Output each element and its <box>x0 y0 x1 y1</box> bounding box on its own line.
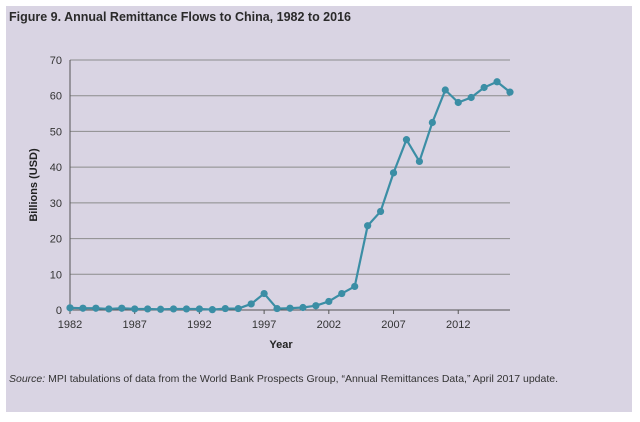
data-point-2003 <box>338 289 346 298</box>
y-tick-label: 10 <box>50 269 62 281</box>
data-point-1995 <box>234 304 242 313</box>
series-line <box>69 80 511 311</box>
x-tick-label: 1982 <box>58 319 82 331</box>
x-tick-label: 2002 <box>317 319 341 331</box>
y-tick-label: 40 <box>50 162 62 174</box>
data-point-1984 <box>92 304 100 312</box>
data-point-2004 <box>351 282 359 291</box>
data-point-1985 <box>105 305 113 313</box>
x-tick-label: 2007 <box>381 319 405 331</box>
y-tick-label: 0 <box>56 305 62 317</box>
data-point-2014 <box>480 83 488 92</box>
source-label: Source: <box>9 373 46 385</box>
data-point-1998 <box>273 304 281 313</box>
x-tick-label: 1987 <box>122 319 146 331</box>
data-point-2009 <box>415 157 424 166</box>
x-axis-title: Year <box>269 339 293 351</box>
data-point-2007 <box>389 169 398 177</box>
data-point-2008 <box>402 136 411 144</box>
data-point-2006 <box>376 207 385 216</box>
y-tick-label: 60 <box>50 91 62 103</box>
y-tick-label: 20 <box>50 234 62 246</box>
data-point-1993 <box>208 306 216 314</box>
data-point-1996 <box>247 300 255 308</box>
data-point-1992 <box>195 305 204 313</box>
data-point-2016 <box>506 88 514 96</box>
data-point-2002 <box>325 297 333 306</box>
figure-panel <box>6 6 632 412</box>
data-point-1983 <box>79 304 87 312</box>
data-point-1989 <box>156 305 165 313</box>
y-tick-label: 50 <box>50 126 62 138</box>
data-point-2015 <box>493 78 501 86</box>
y-tick-label: 30 <box>50 198 62 210</box>
x-tick-label: 2012 <box>446 319 470 331</box>
data-point-2001 <box>312 302 320 310</box>
grid-lines <box>70 59 510 275</box>
source-note: Source: MPI tabulations of data from the… <box>9 373 558 385</box>
data-point-2011 <box>441 86 449 94</box>
data-point-1994 <box>221 304 229 313</box>
y-tick-label: 70 <box>50 55 62 67</box>
y-axis-ticks: 0 10 20 30 40 50 60 70 <box>50 55 62 317</box>
data-point-1988 <box>144 305 152 313</box>
figure-title: Figure 9. Annual Remittance Flows to Chi… <box>9 10 351 24</box>
data-point-1990 <box>169 305 178 313</box>
data-point-2010 <box>428 118 436 127</box>
data-point-1999 <box>286 304 294 312</box>
y-axis-title: Billions (USD) <box>28 148 40 222</box>
data-point-1986 <box>118 304 126 312</box>
data-point-1987 <box>131 305 139 313</box>
data-point-2013 <box>467 93 475 102</box>
x-axis-ticks: 1982 1987 1992 1997 2002 2007 2012 <box>58 310 470 331</box>
x-tick-label: 1992 <box>187 319 211 331</box>
data-point-2000 <box>299 303 307 312</box>
data-point-1991 <box>182 305 191 313</box>
data-point-1997 <box>260 289 268 298</box>
source-text: MPI tabulations of data from the World B… <box>45 373 559 385</box>
x-tick-label: 1997 <box>252 319 276 331</box>
data-point-2012 <box>454 98 462 107</box>
data-point-2005 <box>364 222 372 230</box>
data-point-1982 <box>66 304 74 312</box>
series-remittances <box>66 78 514 314</box>
